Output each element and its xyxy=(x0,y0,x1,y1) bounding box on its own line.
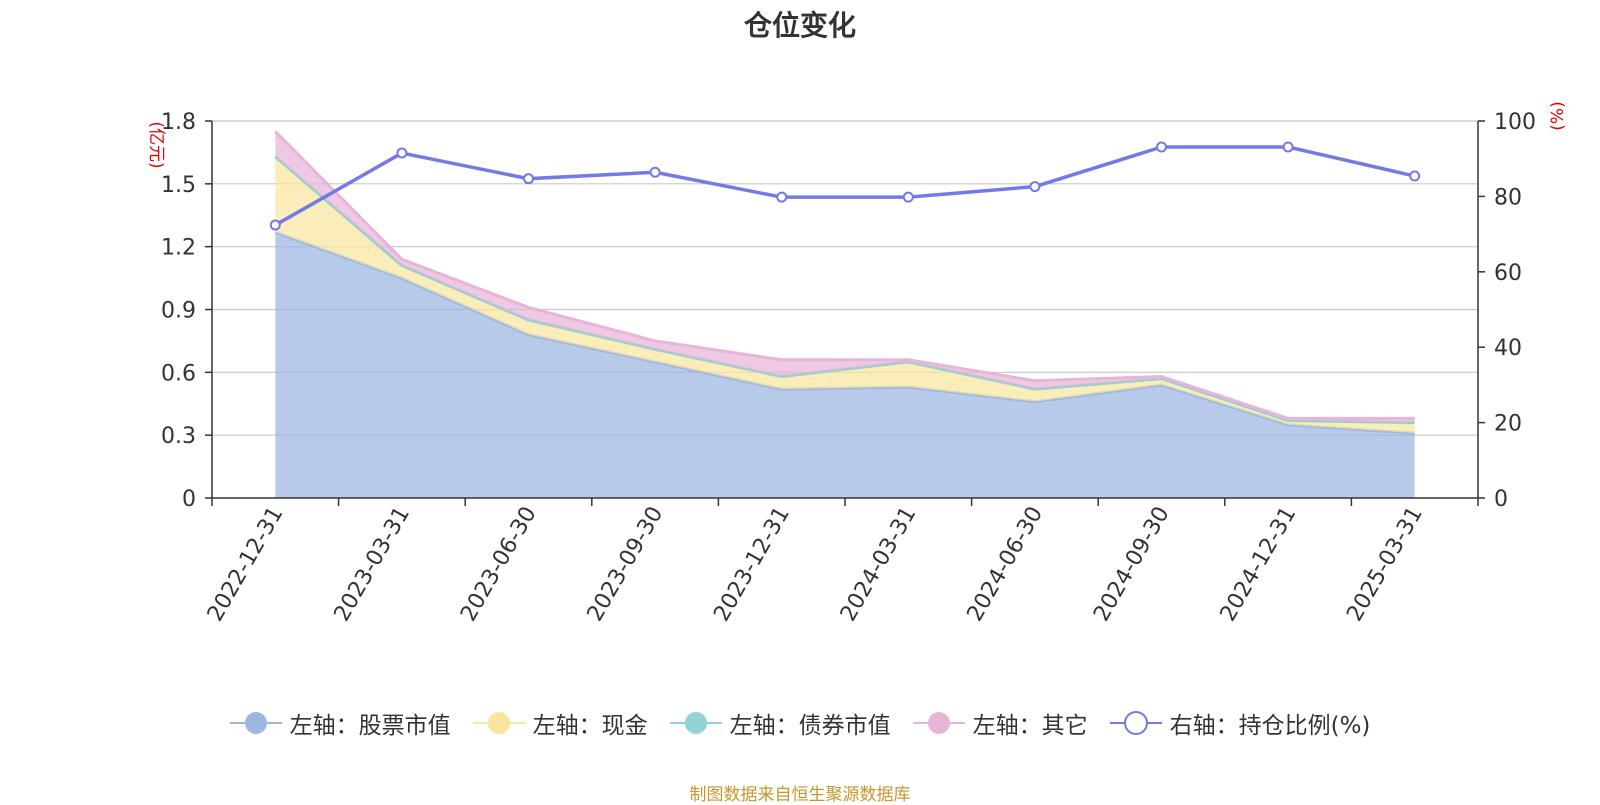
position-ratio-point xyxy=(1282,141,1294,153)
position-ratio-point xyxy=(776,191,788,203)
legend-label-stock: 左轴：股票市值 xyxy=(289,713,451,739)
position-ratio-point xyxy=(902,191,914,203)
x-tick-label: 2023-03-31 xyxy=(330,503,416,626)
left-tick-label: 0.9 xyxy=(161,299,196,324)
right-tick-label: 80 xyxy=(1494,185,1522,210)
left-tick-label: 0.6 xyxy=(161,361,196,386)
legend-item-bond[interactable]: 左轴：债券市值 xyxy=(669,706,891,740)
right-tick-label: 100 xyxy=(1494,110,1536,135)
position-ratio-point xyxy=(396,147,408,159)
legend-item-cash[interactable]: 左轴：现金 xyxy=(472,706,648,740)
legend-symbol-stock xyxy=(229,712,282,734)
legend-label-other: 左轴：其它 xyxy=(972,713,1088,739)
left-tick-label: 1.5 xyxy=(161,173,196,198)
right-tick-label: 0 xyxy=(1494,487,1508,512)
legend: 左轴：股票市值 左轴：现金 左轴：债券市值 左轴：其它 右轴：持仓比例(%) xyxy=(0,706,1600,740)
right-tick-label: 60 xyxy=(1494,261,1522,286)
x-tick-label: 2023-12-31 xyxy=(709,503,795,626)
position-ratio-line xyxy=(274,145,1416,227)
right-tick-label: 20 xyxy=(1494,412,1522,437)
legend-label-position-ratio: 右轴：持仓比例(%) xyxy=(1169,713,1371,739)
position-ratio-point xyxy=(269,219,281,231)
legend-symbol-other xyxy=(912,712,965,734)
position-ratio-point xyxy=(1029,181,1041,193)
x-tick-label: 2024-03-31 xyxy=(836,503,922,626)
data-source-note: 制图数据来自恒生聚源数据库 xyxy=(689,785,911,805)
chart-title: 仓位变化 xyxy=(743,9,856,42)
legend-item-position-ratio[interactable]: 右轴：持仓比例(%) xyxy=(1109,706,1371,740)
area-stock xyxy=(275,232,1415,498)
x-tick-label: 2024-09-30 xyxy=(1089,503,1175,626)
left-tick-label: 0 xyxy=(182,487,196,512)
legend-symbol-bond xyxy=(669,712,722,734)
area-other xyxy=(275,131,1415,423)
legend-item-other[interactable]: 左轴：其它 xyxy=(912,706,1088,740)
right-tick-label: 40 xyxy=(1494,336,1522,361)
x-tick-label: 2023-06-30 xyxy=(456,503,542,626)
x-tick-label: 2024-06-30 xyxy=(963,503,1049,626)
x-tick-label: 2023-09-30 xyxy=(583,503,669,626)
x-tick-label: 2024-12-31 xyxy=(1216,503,1302,626)
legend-symbol-cash xyxy=(472,712,525,734)
position-ratio-point xyxy=(1156,141,1167,153)
position-ratio-point xyxy=(649,166,661,178)
position-ratio-point xyxy=(523,173,534,185)
x-tick-label: 2025-03-31 xyxy=(1342,503,1428,626)
right-axis-unit: (%) xyxy=(1548,101,1568,130)
legend-symbol-position-ratio xyxy=(1109,711,1162,735)
area-cash xyxy=(275,156,1415,434)
left-tick-label: 1.2 xyxy=(161,236,196,261)
area-edge-other xyxy=(274,130,1415,420)
legend-item-stock[interactable]: 左轴：股票市值 xyxy=(229,706,451,740)
x-tick-label: 2022-12-31 xyxy=(203,503,289,626)
left-axis-unit: (亿元) xyxy=(146,121,166,168)
left-tick-label: 1.8 xyxy=(161,110,196,135)
position-ratio-point xyxy=(1409,170,1421,182)
legend-label-bond: 左轴：债券市值 xyxy=(729,713,891,739)
left-tick-label: 0.3 xyxy=(161,424,196,449)
legend-label-cash: 左轴：现金 xyxy=(532,713,648,739)
